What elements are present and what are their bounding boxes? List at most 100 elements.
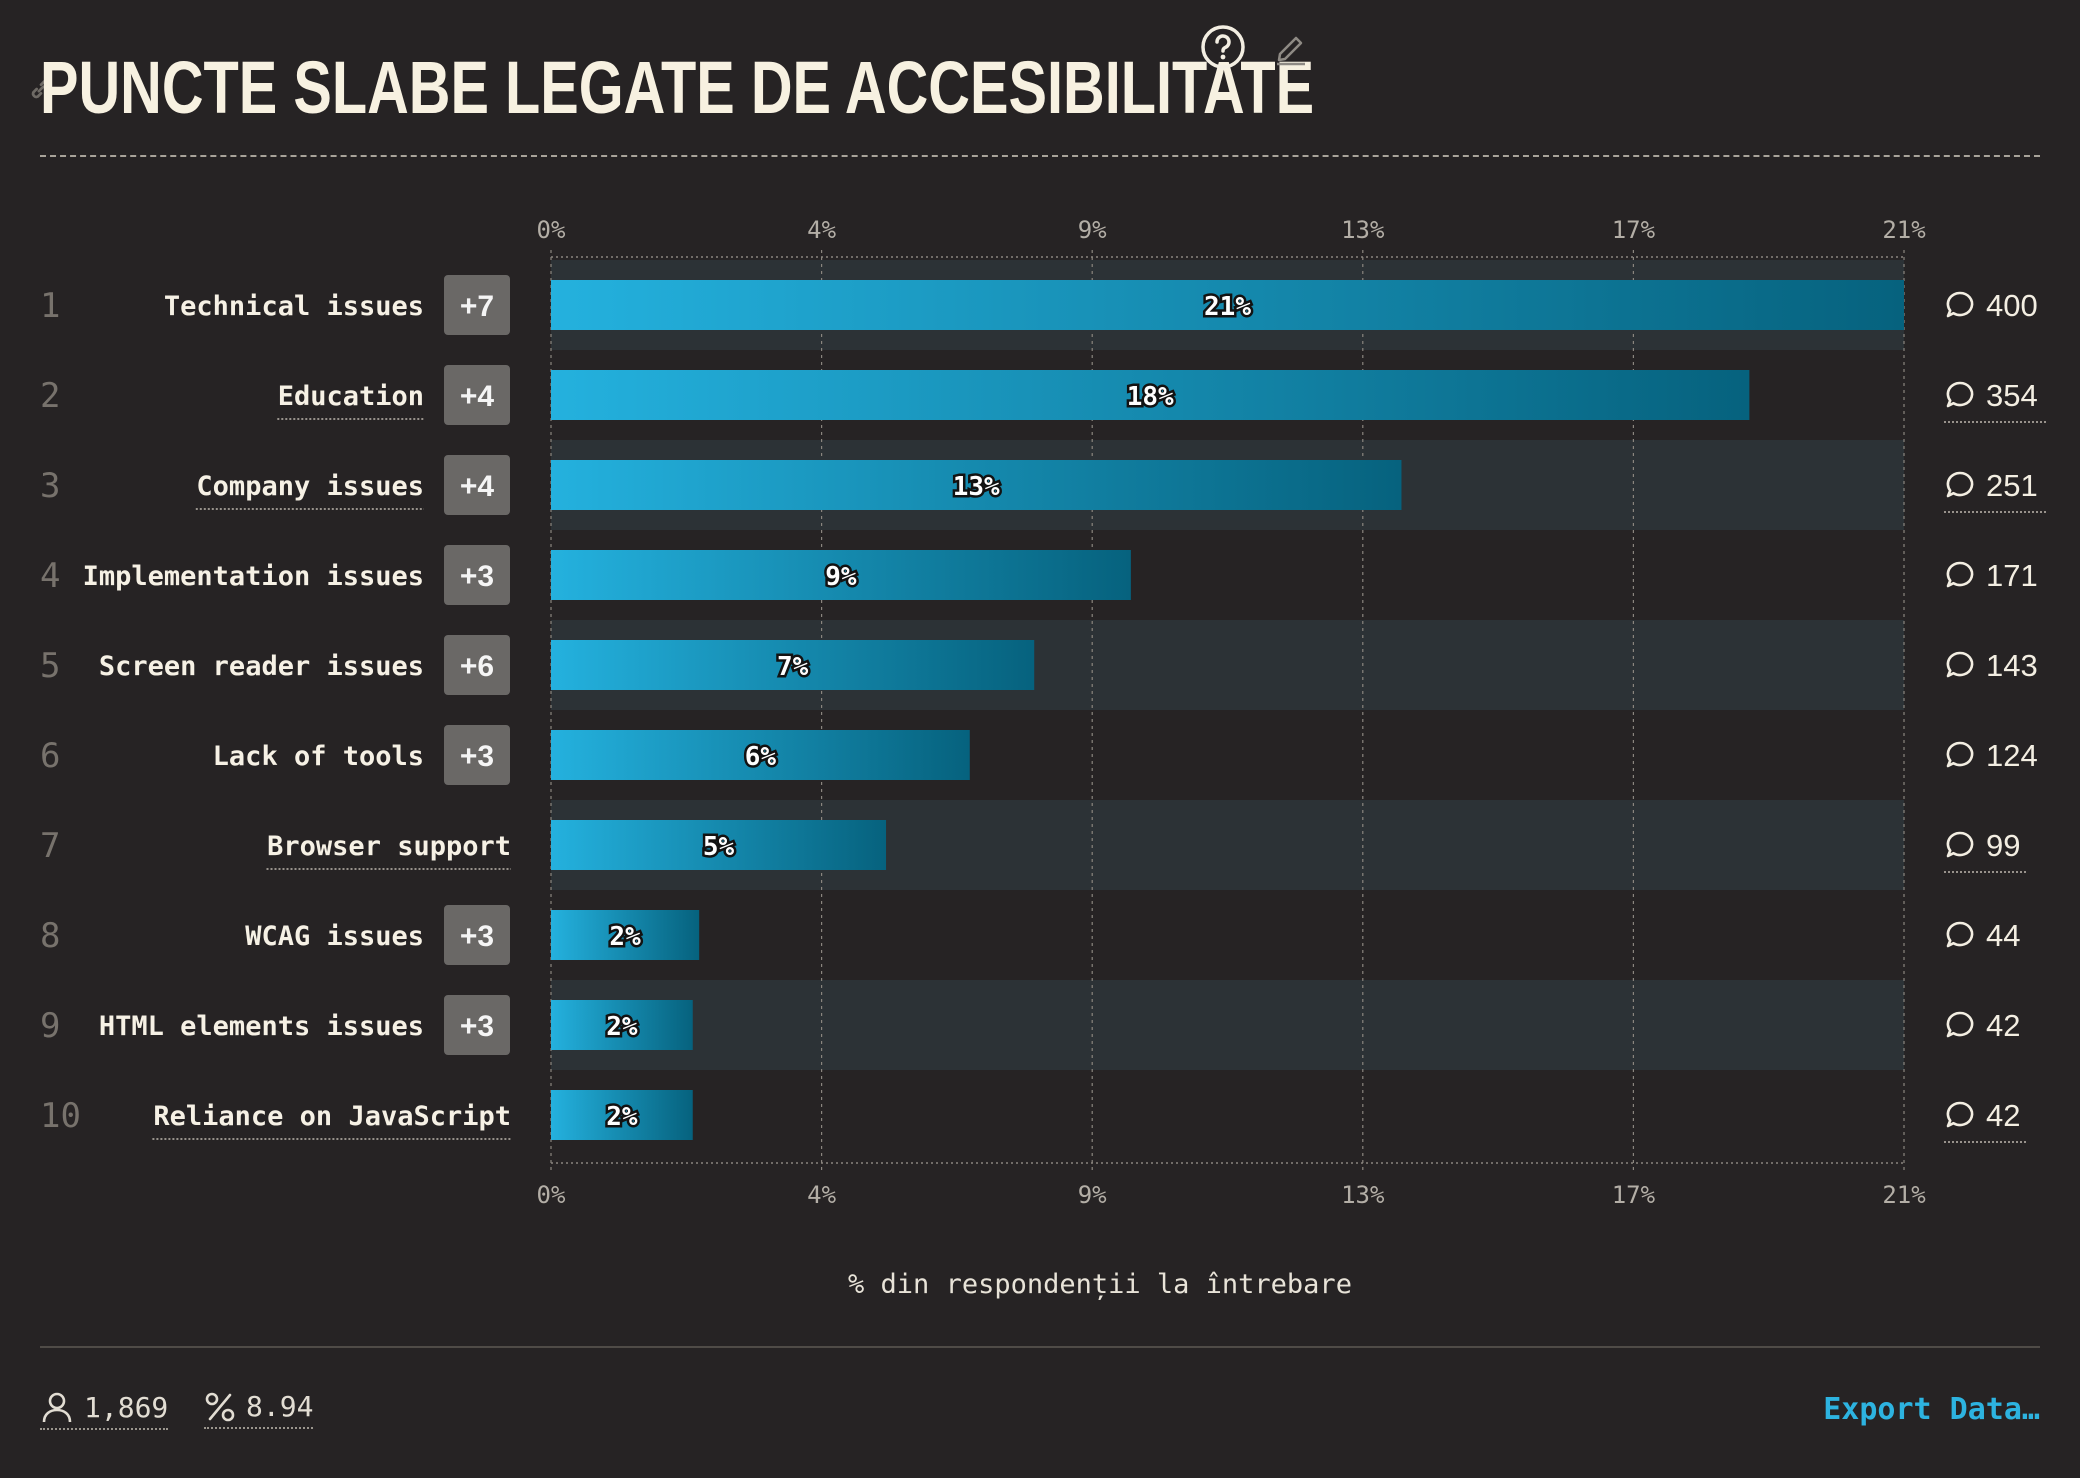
bar[interactable] — [551, 460, 1402, 510]
footer-divider — [40, 1346, 2040, 1348]
comment-count[interactable]: 171 — [1986, 558, 2038, 593]
help-icon[interactable] — [1200, 24, 1246, 70]
category-label[interactable]: Lack of tools — [213, 741, 424, 772]
bar-value-label: 7% — [777, 652, 809, 682]
x-tick-label-bottom: 17% — [1612, 1181, 1656, 1209]
bar[interactable] — [551, 910, 700, 960]
x-tick-label-bottom: 13% — [1341, 1181, 1385, 1209]
x-tick-label-bottom: 0% — [537, 1181, 566, 1209]
bar[interactable] — [551, 1000, 693, 1050]
bar-value-label: 13% — [953, 472, 1000, 502]
bar-value-label: 18% — [1127, 382, 1174, 412]
more-badge[interactable] — [444, 995, 510, 1055]
more-badge-label: +3 — [460, 740, 494, 773]
rank-number: 1 — [40, 286, 60, 326]
bar[interactable] — [551, 640, 1035, 690]
category-label[interactable]: Screen reader issues — [99, 651, 424, 682]
x-axis-label: % din respondenții la întrebare — [848, 1269, 1352, 1300]
bar[interactable] — [551, 1090, 693, 1140]
more-badge[interactable] — [444, 455, 510, 515]
x-tick-label-bottom: 21% — [1882, 1181, 1926, 1209]
more-badge-label: +3 — [460, 920, 494, 953]
comment-icon[interactable] — [1946, 471, 1974, 498]
bar[interactable] — [551, 370, 1750, 420]
rank-number: 6 — [40, 736, 60, 776]
x-tick-label-top: 4% — [807, 216, 836, 244]
bar-value-label: 5% — [703, 832, 735, 862]
respondents-count: 1,869 — [84, 1390, 169, 1424]
x-tick-label-bottom: 9% — [1078, 1181, 1107, 1209]
category-label[interactable]: WCAG issues — [245, 921, 424, 952]
bar[interactable] — [551, 550, 1131, 600]
category-label[interactable]: Technical issues — [164, 291, 424, 322]
comment-count[interactable]: 143 — [1986, 648, 2038, 683]
category-label[interactable]: HTML elements issues — [99, 1011, 424, 1042]
bar-value-label: 6% — [745, 742, 777, 772]
percent-stat[interactable]: 8.94 — [204, 1390, 314, 1429]
rank-number: 2 — [40, 376, 60, 416]
comment-count[interactable]: 124 — [1986, 738, 2038, 773]
comment-icon[interactable] — [1946, 561, 1974, 588]
more-badge-label: +7 — [460, 290, 494, 323]
category-label[interactable]: Browser support — [267, 831, 511, 862]
category-label[interactable]: Company issues — [196, 471, 424, 502]
comment-icon[interactable] — [1946, 921, 1974, 948]
comment-count[interactable]: 44 — [1986, 918, 2020, 953]
x-tick-label-bottom: 4% — [807, 1181, 836, 1209]
more-badge-label: +4 — [460, 470, 495, 503]
more-badge-label: +6 — [460, 650, 494, 683]
more-badge[interactable] — [444, 365, 510, 425]
comment-count[interactable]: 99 — [1986, 828, 2020, 863]
rank-number: 4 — [40, 556, 60, 596]
user-icon — [42, 1392, 72, 1423]
x-tick-label-top: 0% — [537, 216, 566, 244]
x-tick-label-top: 21% — [1882, 216, 1926, 244]
comment-count[interactable]: 42 — [1986, 1098, 2020, 1133]
more-badge-label: +3 — [460, 1010, 494, 1043]
rank-number: 5 — [40, 646, 60, 686]
comment-icon[interactable] — [1946, 381, 1974, 408]
bar-value-label: 2% — [606, 1102, 638, 1132]
comment-icon[interactable] — [1946, 741, 1974, 768]
bar[interactable] — [551, 820, 887, 870]
row-stripe — [551, 980, 1904, 1070]
more-badge-label: +4 — [460, 380, 495, 413]
rank-number: 8 — [40, 916, 60, 956]
export-data-button[interactable]: Export Data… — [1823, 1392, 2040, 1427]
comment-icon[interactable] — [1946, 1101, 1974, 1128]
chart-header: PUNCTE SLABE LEGATE DE ACCESIBILITATE — [31, 40, 1674, 136]
category-label[interactable]: Education — [278, 381, 424, 412]
more-badge[interactable] — [444, 275, 510, 335]
more-badge[interactable] — [444, 635, 510, 695]
more-badge[interactable] — [444, 545, 510, 605]
link-icon[interactable] — [28, 76, 54, 102]
respondents-stat[interactable]: 1,869 — [40, 1390, 169, 1430]
comment-icon[interactable] — [1946, 1011, 1974, 1038]
bar-value-label: 21% — [1204, 292, 1251, 322]
bar[interactable] — [551, 280, 1904, 330]
page-title: PUNCTE SLABE LEGATE DE ACCESIBILITATE — [40, 46, 1315, 129]
rank-number: 10 — [40, 1096, 81, 1136]
percent-icon — [205, 1392, 235, 1421]
comment-icon[interactable] — [1946, 831, 1974, 858]
bar[interactable] — [551, 730, 970, 780]
category-label[interactable]: Implementation issues — [83, 561, 424, 592]
comment-count[interactable]: 251 — [1986, 468, 2038, 503]
x-tick-label-top: 9% — [1078, 216, 1107, 244]
comment-count[interactable]: 42 — [1986, 1008, 2020, 1043]
bar-value-label: 2% — [609, 922, 641, 952]
more-badge[interactable] — [444, 725, 510, 785]
bar-value-label: 2% — [606, 1012, 638, 1042]
edit-icon[interactable] — [1274, 28, 1308, 66]
comment-count[interactable]: 354 — [1986, 378, 2038, 413]
more-badge-label: +3 — [460, 560, 494, 593]
comment-icon[interactable] — [1946, 651, 1974, 678]
category-label[interactable]: Reliance on JavaScript — [153, 1101, 511, 1132]
more-badge[interactable] — [444, 905, 510, 965]
bar-chart: 21% 18% 13% 9% 7% 6% 5% 2% 2% 2% 1 Technical issue… — [40, 216, 2046, 1300]
header-divider — [40, 155, 2040, 157]
comment-count[interactable]: 400 — [1986, 288, 2038, 323]
rank-number: 3 — [40, 466, 60, 506]
bar-value-label: 9% — [825, 562, 857, 592]
comment-icon[interactable] — [1946, 291, 1974, 318]
